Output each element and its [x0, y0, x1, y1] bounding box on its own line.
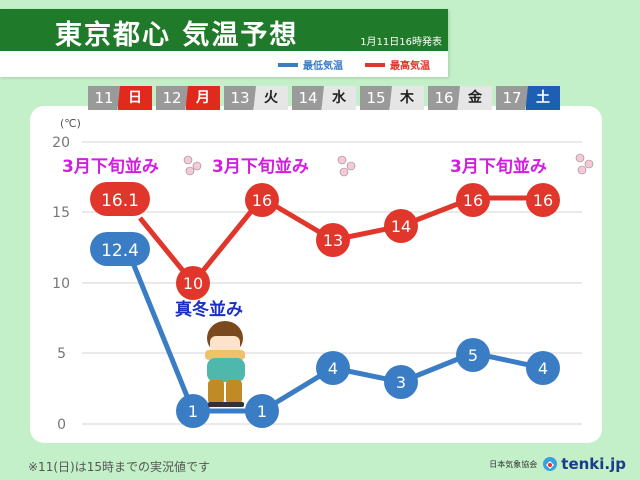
- sakura-icon: [183, 153, 594, 177]
- annotation-late-march: 3月下旬並み: [212, 156, 309, 177]
- day-weekday: 日: [118, 86, 152, 110]
- max-label: 10: [183, 274, 203, 293]
- day-weekday: 木: [390, 86, 424, 110]
- cold-person-icon: [205, 321, 245, 407]
- max-label: 14: [391, 217, 411, 236]
- day-date: 17: [496, 86, 528, 110]
- day-date: 14: [292, 86, 324, 110]
- day-13: 13 火: [224, 86, 288, 110]
- min-label: 1: [188, 402, 198, 421]
- y-tick: 10: [52, 276, 70, 292]
- max-markers: 16.1 10 16 13 14 16 16: [90, 182, 560, 300]
- min-marker-14: [316, 351, 350, 385]
- min-marker-16: [456, 338, 490, 372]
- brand-name: tenki.jp: [561, 455, 626, 473]
- y-tick: 15: [52, 205, 70, 221]
- issued-time: 1月11日16時発表: [360, 37, 442, 48]
- footnote: ※11(日)は15時までの実況値です: [28, 460, 210, 474]
- max-marker-16: [456, 183, 490, 217]
- org-name: 日本気象協会: [489, 459, 538, 469]
- day-15: 15 木: [360, 86, 424, 110]
- max-marker-13: [245, 183, 279, 217]
- y-tick: 5: [57, 346, 66, 362]
- max-label: 16: [252, 191, 272, 210]
- day-11: 11 日: [88, 86, 152, 110]
- day-date: 15: [360, 86, 392, 110]
- day-weekday: 月: [186, 86, 220, 110]
- min-marker-15: [384, 365, 418, 399]
- max-label: 16: [533, 191, 553, 210]
- max-marker-12: [176, 266, 210, 300]
- min-label: 1: [257, 402, 267, 421]
- page-title: 東京都心 気温予想: [55, 20, 299, 51]
- max-marker-11: [90, 182, 150, 216]
- legend-min: 最低気温: [278, 57, 343, 72]
- legend-max: 最高気温: [365, 57, 430, 72]
- annotation-late-march: 3月下旬並み: [450, 156, 547, 177]
- legend-max-label: 最高気温: [390, 61, 430, 72]
- min-marker-12: [176, 394, 210, 428]
- min-marker-17: [526, 351, 560, 385]
- day-17: 17 土: [496, 86, 560, 110]
- day-weekday: 土: [526, 86, 560, 110]
- min-marker-11: [90, 232, 150, 266]
- min-label: 4: [328, 359, 338, 378]
- annotations: 3月下旬並み 3月下旬並み 3月下旬並み 真冬並み: [62, 156, 547, 320]
- min-markers: 12.4 1 1 4 3 5 4: [90, 232, 560, 428]
- day-date: 13: [224, 86, 256, 110]
- day-weekday: 金: [458, 86, 492, 110]
- day-header-row: 11 日 12 月 13 火 14 水 15 木 16 金 17 土: [88, 86, 564, 110]
- y-tick: 0: [57, 417, 66, 433]
- day-16: 16 金: [428, 86, 492, 110]
- credit: 日本気象協会 tenki.jp: [489, 455, 626, 473]
- day-date: 16: [428, 86, 460, 110]
- legend-min-swatch: [278, 62, 298, 67]
- y-tick: 20: [52, 135, 70, 151]
- min-label: 4: [538, 359, 548, 378]
- max-marker-14: [316, 223, 350, 257]
- day-12: 12 月: [156, 86, 220, 110]
- day-date: 11: [88, 86, 120, 110]
- min-label: 12.4: [101, 241, 139, 261]
- day-14: 14 水: [292, 86, 356, 110]
- max-marker-15: [384, 209, 418, 243]
- min-label: 5: [468, 346, 478, 365]
- legend-max-swatch: [365, 62, 385, 67]
- y-ticks: 20 15 10 5 0: [52, 135, 70, 433]
- max-label: 13: [323, 231, 343, 250]
- annotation-late-march: 3月下旬並み: [62, 156, 159, 177]
- min-marker-13: [245, 394, 279, 428]
- annotation-midwinter: 真冬並み: [175, 299, 243, 320]
- day-weekday: 水: [322, 86, 356, 110]
- chart-panel: [30, 106, 602, 443]
- max-label: 16.1: [101, 191, 139, 211]
- y-axis-unit: (℃): [60, 117, 81, 130]
- title-bar: 東京都心 気温予想 1月11日16時発表: [0, 9, 448, 51]
- min-label: 3: [396, 373, 406, 392]
- day-weekday: 火: [254, 86, 288, 110]
- max-marker-17: [526, 183, 560, 217]
- header: 東京都心 気温予想 1月11日16時発表 最低気温 最高気温: [0, 9, 448, 77]
- day-date: 12: [156, 86, 188, 110]
- tenki-logo-icon: [543, 457, 558, 471]
- max-label: 16: [463, 191, 483, 210]
- legend-min-label: 最低気温: [303, 61, 343, 72]
